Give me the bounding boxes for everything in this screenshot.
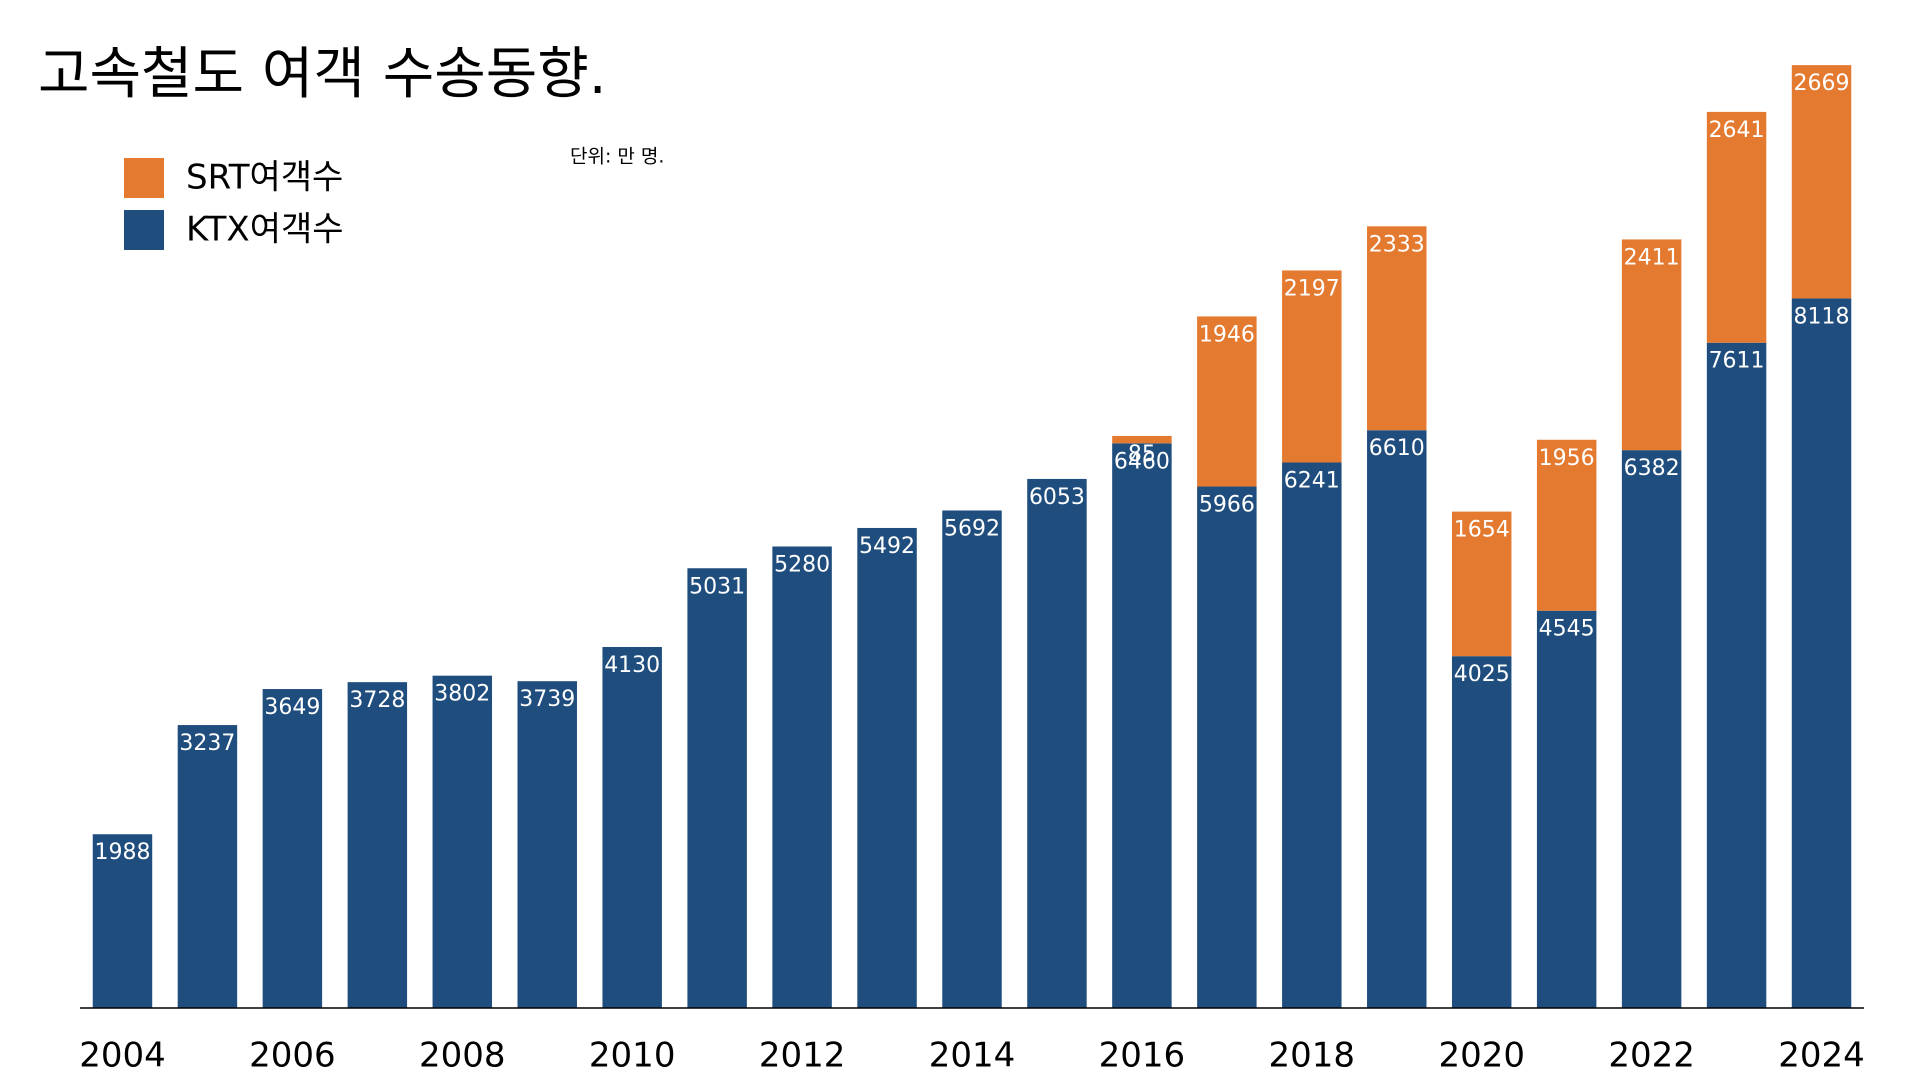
data-label: 2641 <box>1709 118 1765 143</box>
legend-label: KTX여객수 <box>186 210 344 250</box>
data-label: 2197 <box>1284 276 1340 301</box>
bar-segment <box>857 527 917 1008</box>
x-tick-label: 2004 <box>79 1036 166 1076</box>
x-tick-label: 2014 <box>929 1036 1016 1076</box>
data-label: 6241 <box>1284 468 1340 493</box>
data-label: 5031 <box>689 574 745 599</box>
data-label: 8118 <box>1794 304 1850 329</box>
bar-segment <box>1791 298 1852 1009</box>
bar-segment <box>432 675 493 1008</box>
bar-segment <box>602 647 662 1008</box>
data-label: 3802 <box>434 682 490 707</box>
legend-label: SRT여객수 <box>186 158 343 198</box>
data-label: 3728 <box>349 688 405 713</box>
bar-segment <box>687 568 747 1008</box>
data-label: 5692 <box>944 516 1000 541</box>
x-tick-label: 2018 <box>1269 1036 1356 1076</box>
data-label: 2669 <box>1794 71 1850 96</box>
bar-segment <box>1451 511 1512 657</box>
bar-segment <box>1027 478 1087 1008</box>
data-label: 1654 <box>1454 518 1510 543</box>
bar-segment <box>1706 111 1767 343</box>
data-label: 4130 <box>604 653 660 678</box>
bar-segment <box>1282 270 1342 463</box>
bar-segment <box>1367 430 1427 1008</box>
data-label: 85 <box>1128 442 1156 467</box>
data-label: 6460 <box>1114 449 1170 474</box>
data-label: 3649 <box>264 695 320 720</box>
legend-swatch <box>124 158 164 198</box>
bar-segment <box>347 682 408 1008</box>
bar-segment <box>1112 435 1172 444</box>
data-label: 6610 <box>1369 436 1425 461</box>
data-label: 1946 <box>1199 322 1255 347</box>
x-tick-label: 2022 <box>1608 1036 1695 1076</box>
x-tick-label: 2020 <box>1438 1036 1525 1076</box>
bar-segment <box>1791 65 1852 299</box>
data-label: 2333 <box>1369 232 1425 257</box>
data-label: 5492 <box>859 534 915 559</box>
data-label: 3237 <box>179 731 235 756</box>
data-label: 7611 <box>1709 349 1765 374</box>
legend-swatch <box>124 210 164 250</box>
data-label: 4545 <box>1539 617 1595 642</box>
x-tick-label: 2008 <box>419 1036 506 1076</box>
bar-segment <box>1112 443 1172 1008</box>
data-label: 1956 <box>1539 446 1595 471</box>
bar-segment <box>517 681 577 1008</box>
bar-segment <box>1282 462 1342 1008</box>
bar-segment <box>1536 439 1597 611</box>
bar-segment <box>772 546 832 1008</box>
bar-segment <box>1197 486 1257 1008</box>
x-tick-label: 2016 <box>1099 1036 1186 1076</box>
bar-segment <box>1451 656 1512 1008</box>
data-label: 2411 <box>1624 245 1680 270</box>
bar-segment <box>1621 450 1682 1009</box>
bar-segment <box>1706 342 1767 1009</box>
unit-note: 단위: 만 명. <box>570 146 664 168</box>
chart-title: 고속철도 여객 수송동향. <box>38 42 607 107</box>
bar-segment <box>1197 316 1257 487</box>
x-tick-label: 2012 <box>759 1036 846 1076</box>
data-label: 4025 <box>1454 662 1510 687</box>
data-label: 6382 <box>1624 456 1680 481</box>
bar-segment <box>1536 610 1597 1008</box>
bar-segment <box>942 510 1002 1008</box>
data-label: 1988 <box>94 840 150 865</box>
data-label: 5966 <box>1199 493 1255 518</box>
x-tick-label: 2006 <box>249 1036 336 1076</box>
data-label: 5280 <box>774 552 830 577</box>
x-tick-label: 2024 <box>1778 1036 1865 1076</box>
bar-segment <box>262 689 323 1008</box>
bar-segment <box>177 725 238 1008</box>
data-label: 3739 <box>519 687 575 712</box>
data-label: 6053 <box>1029 485 1085 510</box>
bar-segment <box>1621 239 1682 451</box>
x-tick-label: 2010 <box>589 1036 676 1076</box>
bar-segment <box>1367 226 1427 431</box>
bar-segment <box>92 834 153 1008</box>
